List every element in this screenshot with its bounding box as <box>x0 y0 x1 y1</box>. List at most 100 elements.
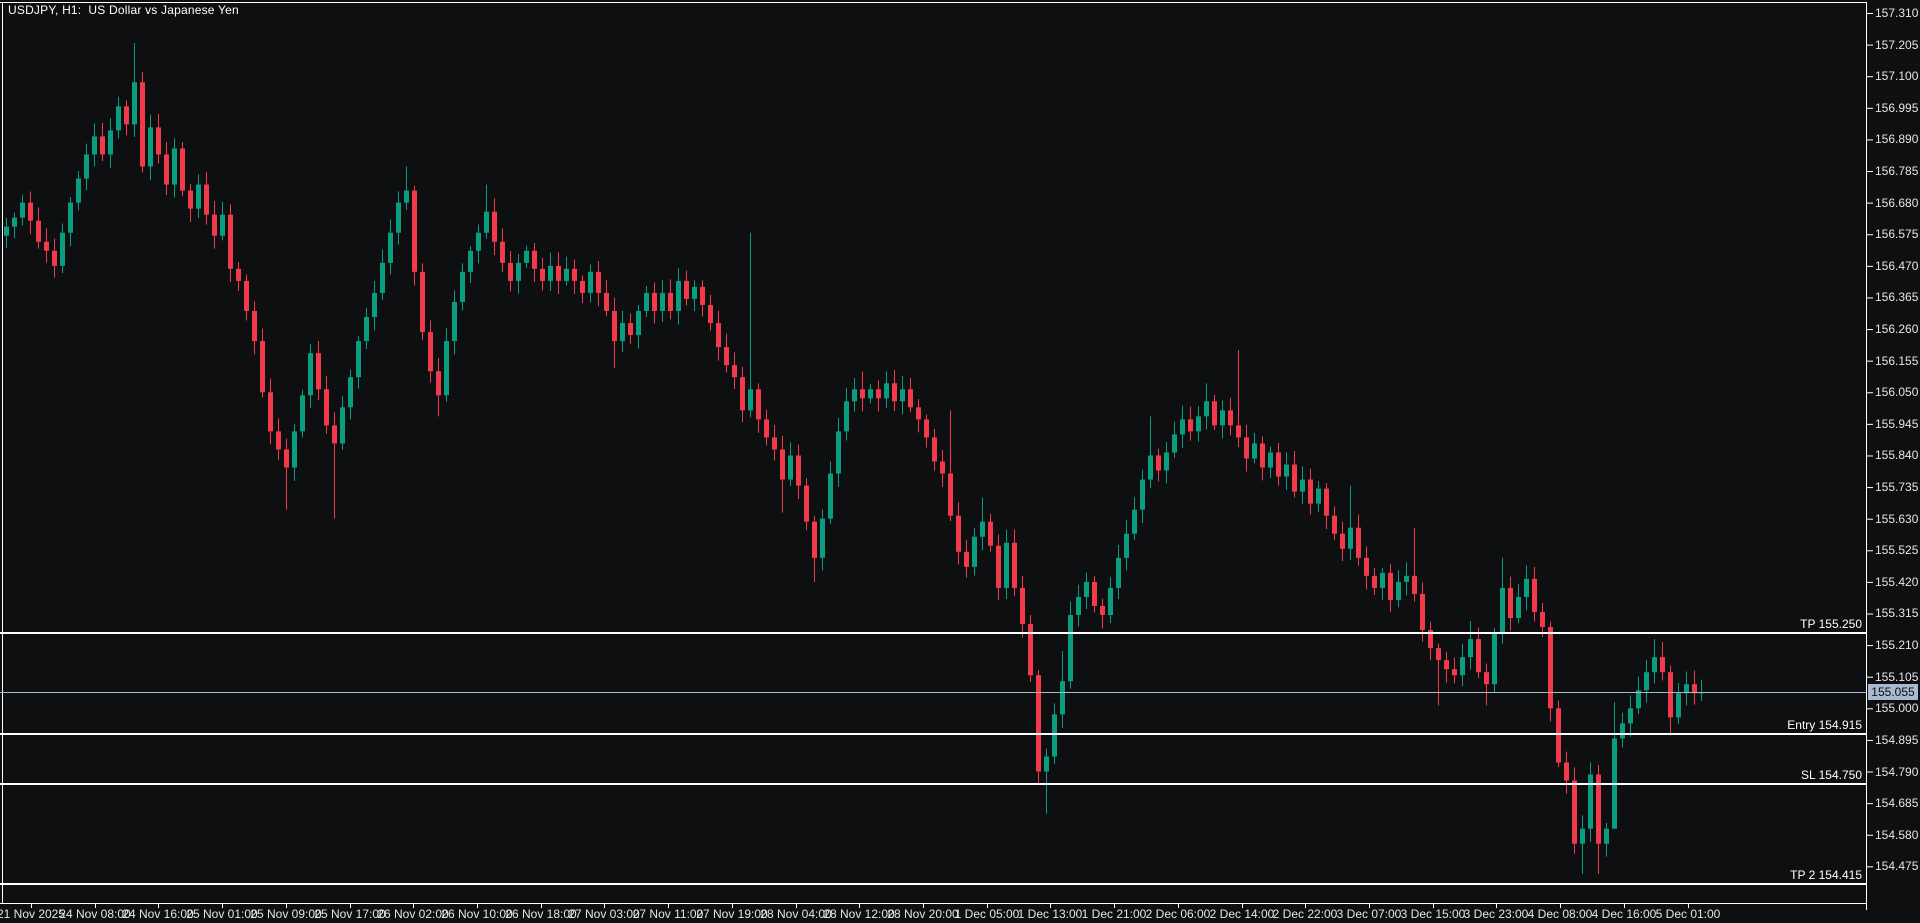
candle-body <box>1428 630 1433 649</box>
candle-body <box>356 341 361 378</box>
candle-body <box>1316 488 1321 504</box>
candle-body <box>292 431 297 468</box>
candle-body <box>244 280 249 311</box>
candle-body <box>1156 455 1161 471</box>
time-axis-label: 1 Dec 21:00 <box>1081 907 1147 921</box>
candle-body <box>188 190 193 209</box>
candle-body <box>1196 416 1201 432</box>
candle-body <box>508 262 513 281</box>
candle-body <box>1412 575 1417 594</box>
time-axis-label: 28 Nov 20:00 <box>887 907 959 921</box>
candle-body <box>1484 672 1489 685</box>
time-axis-label: 26 Nov 02:00 <box>377 907 449 921</box>
candle-body <box>492 211 497 242</box>
candle-body <box>4 226 9 236</box>
candle-body <box>652 292 657 311</box>
price-axis-label: 155.420 <box>1875 574 1919 589</box>
candle-body <box>1620 723 1625 739</box>
candle-body <box>956 515 961 552</box>
candle-body <box>404 190 409 203</box>
candle-body <box>1460 657 1465 676</box>
candle-body <box>1044 756 1049 772</box>
candle-body <box>300 395 305 432</box>
candle-body <box>1340 533 1345 549</box>
candle-body <box>1284 464 1289 477</box>
candle-body <box>916 407 921 420</box>
candle-body <box>380 262 385 293</box>
time-axis-label: 3 Dec 23:00 <box>1463 907 1529 921</box>
candle-body <box>500 241 505 263</box>
candle-body <box>1500 587 1505 634</box>
candle-body <box>1508 587 1513 619</box>
candle-body <box>1476 639 1481 673</box>
candle-body <box>68 202 73 233</box>
candle-body <box>932 437 937 462</box>
candle-body <box>348 377 353 408</box>
candle-body <box>588 271 593 293</box>
candle-body <box>436 371 441 396</box>
candle-body <box>156 127 161 155</box>
price-axis-label: 156.050 <box>1875 385 1919 400</box>
candle-body <box>676 280 681 311</box>
candle-body <box>1492 633 1497 685</box>
time-axis-label: 27 Nov 03:00 <box>568 907 640 921</box>
candle-body <box>1388 572 1393 600</box>
price-axis-label: 155.630 <box>1875 511 1919 526</box>
candle-body <box>340 407 345 444</box>
candle-body <box>572 268 577 281</box>
candle-body <box>420 271 425 333</box>
candle-body <box>460 271 465 302</box>
candle-body <box>1012 542 1017 588</box>
candle-body <box>532 250 537 269</box>
candle-body <box>908 389 913 408</box>
candle-body <box>828 473 833 519</box>
time-axis-label: 1 Dec 13:00 <box>1017 907 1083 921</box>
candle-body <box>1540 611 1545 628</box>
candle-body <box>1652 657 1657 673</box>
candle-body <box>1076 596 1081 615</box>
candle-body <box>780 449 785 480</box>
candle-body <box>820 518 825 558</box>
candle-body <box>1244 437 1249 459</box>
candle-body <box>612 310 617 342</box>
price-axis-label: 157.310 <box>1875 6 1919 20</box>
candle-body <box>732 365 737 378</box>
candle-body <box>836 431 841 474</box>
price-axis-label: 154.790 <box>1875 764 1919 779</box>
candle-body <box>548 265 553 281</box>
candle-body <box>684 280 689 299</box>
candle-body <box>1396 581 1401 600</box>
candle-body <box>1020 587 1025 625</box>
candle-body <box>12 217 17 227</box>
candle-body <box>540 268 545 281</box>
candle-body <box>628 323 633 336</box>
candle-body <box>1204 401 1209 417</box>
candle-body <box>316 353 321 390</box>
time-axis-label: 27 Nov 19:00 <box>696 907 768 921</box>
candle-body <box>140 82 145 167</box>
candle-body <box>28 202 33 221</box>
price-axis-label: 154.580 <box>1875 827 1919 842</box>
candle-body <box>1276 452 1281 477</box>
time-axis-label: 5 Dec 01:00 <box>1655 907 1721 921</box>
candle-body <box>388 232 393 263</box>
price-axis-label: 156.785 <box>1875 164 1919 179</box>
candle-body <box>964 551 969 567</box>
candle-body <box>268 392 273 432</box>
time-axis-label: 27 Nov 11:00 <box>632 907 704 921</box>
candle-body <box>1164 452 1169 471</box>
candle-body <box>1124 533 1129 558</box>
candle-body <box>1180 419 1185 435</box>
candle-body <box>20 202 25 218</box>
candle-body <box>860 389 865 399</box>
candle-body <box>812 521 817 558</box>
candle-body <box>1372 575 1377 588</box>
candle-body <box>52 250 57 266</box>
candle-body <box>1148 455 1153 480</box>
candle-body <box>1604 828 1609 844</box>
candle-body <box>1052 714 1057 757</box>
price-axis-label: 156.995 <box>1875 100 1919 115</box>
candle-body <box>996 545 1001 588</box>
